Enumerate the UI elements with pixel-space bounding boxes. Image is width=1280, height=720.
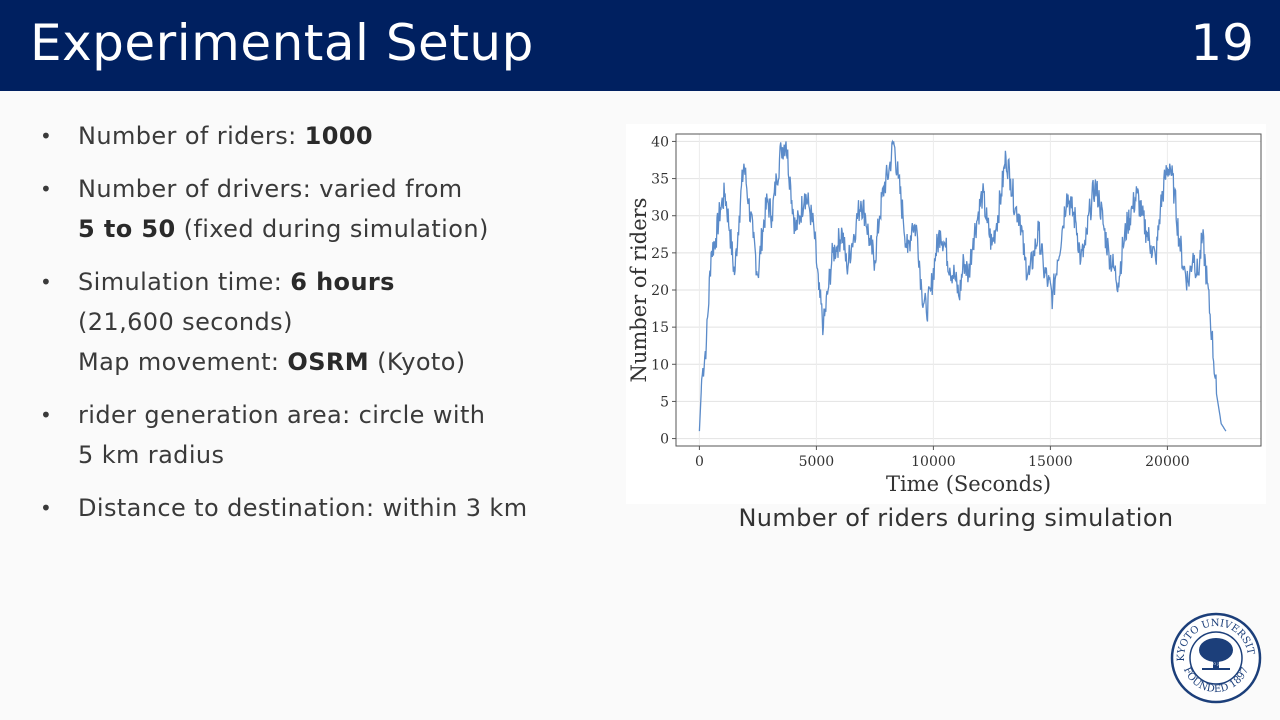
- bullet-bold-text: 1000: [304, 122, 374, 150]
- series-line: [698, 139, 1227, 432]
- bullet-list: • Number of riders: 1000 • Number of dri…: [40, 116, 610, 541]
- bullet-text: Map movement:: [78, 348, 288, 376]
- bullet-text: rider generation area: circle with: [78, 401, 486, 429]
- bullet-item: • Simulation time: 6 hours (21,600 secon…: [40, 262, 610, 382]
- x-tick-label: 0: [695, 454, 704, 470]
- bullet-text: (Kyoto): [369, 348, 466, 376]
- y-tick-label: 15: [651, 320, 669, 336]
- bullet-dot-icon: •: [40, 496, 53, 520]
- x-tick-label: 15000: [1028, 454, 1073, 470]
- y-tick-label: 20: [651, 283, 669, 299]
- seal-inner-text: KYOTO JAPAN: [1203, 662, 1229, 666]
- bullet-bold-text: 5 to 50: [78, 215, 176, 243]
- chart-caption: Number of riders during simulation: [738, 504, 1174, 532]
- y-tick-label: 25: [651, 246, 669, 262]
- bullet-text: Distance to destination: within 3 km: [78, 494, 528, 522]
- bullet-bold-text: 6 hours: [290, 268, 395, 296]
- bullet-item: • Distance to destination: within 3 km: [40, 488, 610, 528]
- y-tick-label: 10: [651, 357, 669, 373]
- slide-header: Experimental Setup 19: [0, 0, 1280, 91]
- university-logo: KYOTO UNIVERSITY FOUNDED 1897 KYOTO JAPA…: [1166, 604, 1262, 704]
- seal-inner-ring: [1189, 631, 1243, 685]
- riders-chart: 0 5 10 15 20 25 30 35 40 0 5000 10000 15000 20000 Tim…: [626, 124, 1266, 504]
- y-tick-label: 0: [660, 432, 669, 448]
- bullet-dot-icon: •: [40, 177, 53, 201]
- x-tick-label: 20000: [1145, 454, 1190, 470]
- chart-ticks: 0 5 10 15 20 25 30 35 40 0 5000 10000 15000 20000: [651, 134, 1190, 470]
- bullet-dot-icon: •: [40, 403, 53, 427]
- bullet-text: 5 km radius: [78, 441, 225, 469]
- riders-chart-svg: 0 5 10 15 20 25 30 35 40 0 5000 10000 15000 20000 Tim…: [627, 133, 1262, 496]
- y-tick-label: 30: [651, 209, 669, 225]
- tree-icon: [1199, 638, 1233, 670]
- bullet-text: Number of drivers: varied from: [78, 175, 463, 203]
- y-axis-label: Number of riders: [627, 198, 651, 383]
- x-axis-label: Time (Seconds): [886, 472, 1051, 496]
- bullet-item: • Number of drivers: varied from 5 to 50…: [40, 169, 610, 249]
- bullet-item: • Number of riders: 1000: [40, 116, 610, 156]
- page-number: 19: [1190, 14, 1254, 72]
- bullet-text: Simulation time:: [78, 268, 291, 296]
- bullet-dot-icon: •: [40, 270, 53, 294]
- slide-title: Experimental Setup: [30, 14, 534, 72]
- bullet-item: • rider generation area: circle with 5 k…: [40, 395, 610, 475]
- y-tick-label: 35: [651, 172, 669, 188]
- y-tick-label: 40: [651, 134, 669, 150]
- x-tick-label: 10000: [911, 454, 956, 470]
- bullet-text: (21,600 seconds): [78, 308, 293, 336]
- bullet-text: Number of riders:: [78, 122, 305, 150]
- kyoto-university-seal-icon: KYOTO UNIVERSITY FOUNDED 1897 KYOTO JAPA…: [1166, 604, 1262, 704]
- bullet-dot-icon: •: [40, 124, 53, 148]
- bullet-text: (fixed during simulation): [175, 215, 489, 243]
- bullet-bold-text: OSRM: [287, 348, 370, 376]
- x-tick-label: 5000: [799, 454, 835, 470]
- y-tick-label: 5: [660, 394, 669, 410]
- chart-grid: [676, 134, 1261, 446]
